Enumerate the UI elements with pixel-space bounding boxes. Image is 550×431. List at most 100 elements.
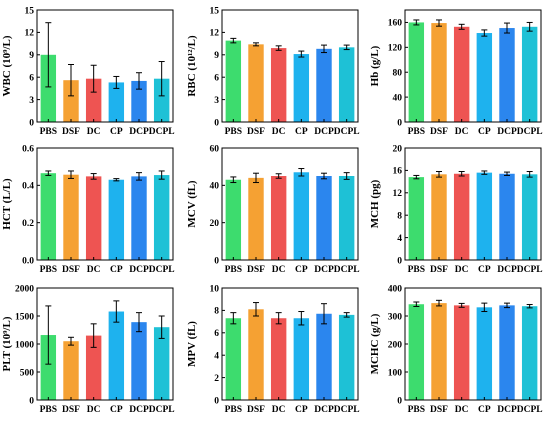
panel-mpv: 0 2 4 6 8 10 PBS DSF DC CP DCP DCPL MPV (fL) — [186, 284, 360, 415]
y-tick-label: 0 — [29, 396, 34, 406]
y-tick-label: 16 — [393, 167, 403, 177]
plot-frame — [404, 9, 542, 123]
bar-pbs — [408, 304, 425, 400]
x-tick-label: DC — [455, 405, 469, 415]
bar-dc — [270, 48, 287, 122]
x-tick-label: DSF — [62, 405, 80, 415]
bar-dcpl — [521, 26, 538, 122]
x-tick-label: PBS — [408, 127, 425, 137]
bar-pbs — [408, 22, 425, 123]
y-tick-label: 0 — [214, 396, 219, 406]
x-tick-label: DCPL — [334, 127, 360, 137]
y-axis-title: MCHC (g/L) — [369, 313, 381, 374]
x-tick-label: DCP — [129, 127, 149, 137]
bar-dsf — [248, 177, 264, 260]
x-tick-label: CP — [478, 405, 491, 415]
x-tick-label: DSF — [430, 265, 448, 275]
x-tick-label: DCP — [129, 405, 149, 415]
bar-dsf — [63, 341, 79, 400]
y-tick-label: 0 — [397, 118, 402, 128]
y-tick-label: 2 — [214, 374, 219, 384]
y-tick-label: 200 — [388, 340, 403, 350]
y-tick-label: 0.6 — [22, 144, 34, 154]
y-tick-label: 20 — [393, 144, 403, 154]
y-tick-label: 20 — [210, 219, 220, 229]
bar-dcp — [499, 305, 515, 400]
bar-dcp — [316, 48, 332, 122]
y-tick-label: 0 — [397, 396, 402, 406]
y-tick-label: 100 — [388, 368, 403, 378]
bar-pbs — [408, 177, 425, 260]
y-tick-label: 6 — [214, 329, 219, 339]
plot-frame — [36, 147, 174, 261]
x-tick-label: PBS — [40, 405, 57, 415]
x-tick-label: DC — [272, 127, 286, 137]
bar-dc — [453, 173, 470, 260]
bar-dc — [270, 318, 287, 400]
bar-cp — [293, 54, 310, 123]
x-tick-label: DSF — [430, 405, 448, 415]
y-tick-label: 3 — [214, 96, 219, 106]
x-tick-label: DCP — [129, 265, 149, 275]
y-tick-label: 6 — [29, 74, 34, 84]
y-tick-label: 12 — [25, 29, 35, 39]
plot-frame — [221, 287, 359, 401]
bar-cp — [293, 318, 310, 400]
x-tick-label: PBS — [408, 265, 425, 275]
x-tick-label: DC — [455, 265, 469, 275]
y-tick-label: 500 — [20, 368, 35, 378]
plot-frame — [221, 147, 359, 261]
bar-dcpl — [338, 176, 355, 260]
panel-mch: 0 4 8 12 16 20 PBS DSF DC CP DCP DCPL MCH (pg) — [369, 144, 543, 275]
y-tick-label: 2000 — [15, 284, 34, 294]
x-tick-label: DSF — [62, 265, 80, 275]
y-tick-label: 15 — [25, 6, 35, 16]
x-tick-label: DCPL — [517, 265, 543, 275]
bar-dcp — [316, 313, 332, 400]
y-tick-label: 400 — [388, 284, 403, 294]
y-tick-label: 12 — [210, 29, 220, 39]
y-tick-label: 8 — [397, 212, 402, 222]
bar-pbs — [225, 179, 242, 260]
bar-dc — [270, 176, 287, 260]
bar-dsf — [63, 80, 79, 122]
y-axis-title: HCT (L/L) — [1, 178, 13, 230]
x-tick-label: CP — [478, 265, 491, 275]
x-tick-label: DCP — [314, 265, 334, 275]
x-tick-label: DC — [455, 127, 469, 137]
y-tick-label: 12 — [393, 189, 403, 199]
x-tick-label: DCPL — [149, 127, 175, 137]
x-tick-label: PBS — [225, 127, 242, 137]
x-tick-label: CP — [110, 265, 123, 275]
bar-pbs — [40, 54, 57, 122]
plot-frame — [36, 9, 174, 123]
bar-dc — [453, 26, 470, 122]
y-axis-title: RBC (10¹²/L) — [186, 35, 198, 97]
panel-rbc: 0 3 6 9 12 15 PBS DSF DC CP DCP DCPL RBC (10¹²/L) — [186, 6, 360, 137]
y-axis-title: PLT (10⁹/L) — [1, 316, 13, 371]
plot-frame — [404, 287, 542, 401]
x-tick-label: DCP — [314, 127, 334, 137]
bar-cp — [108, 311, 125, 400]
x-tick-label: PBS — [408, 405, 425, 415]
y-axis-title: MCH (pg) — [369, 179, 381, 228]
y-tick-label: 4 — [214, 352, 219, 362]
x-tick-label: DC — [87, 405, 101, 415]
bar-pbs — [40, 173, 57, 260]
bar-dc — [453, 305, 470, 400]
x-tick-label: CP — [295, 265, 308, 275]
y-tick-label: 160 — [388, 19, 403, 29]
bar-dsf — [431, 303, 447, 400]
x-tick-label: DC — [272, 265, 286, 275]
y-tick-label: 60 — [210, 144, 220, 154]
y-tick-label: 0 — [397, 256, 402, 266]
bar-pbs — [225, 318, 242, 400]
bar-dcpl — [153, 327, 170, 400]
y-tick-label: 40 — [210, 182, 220, 192]
x-tick-label: DSF — [62, 127, 80, 137]
y-tick-label: 15 — [210, 6, 220, 16]
x-tick-label: DSF — [247, 127, 265, 137]
bar-dsf — [431, 23, 447, 122]
x-tick-label: DCPL — [517, 127, 543, 137]
